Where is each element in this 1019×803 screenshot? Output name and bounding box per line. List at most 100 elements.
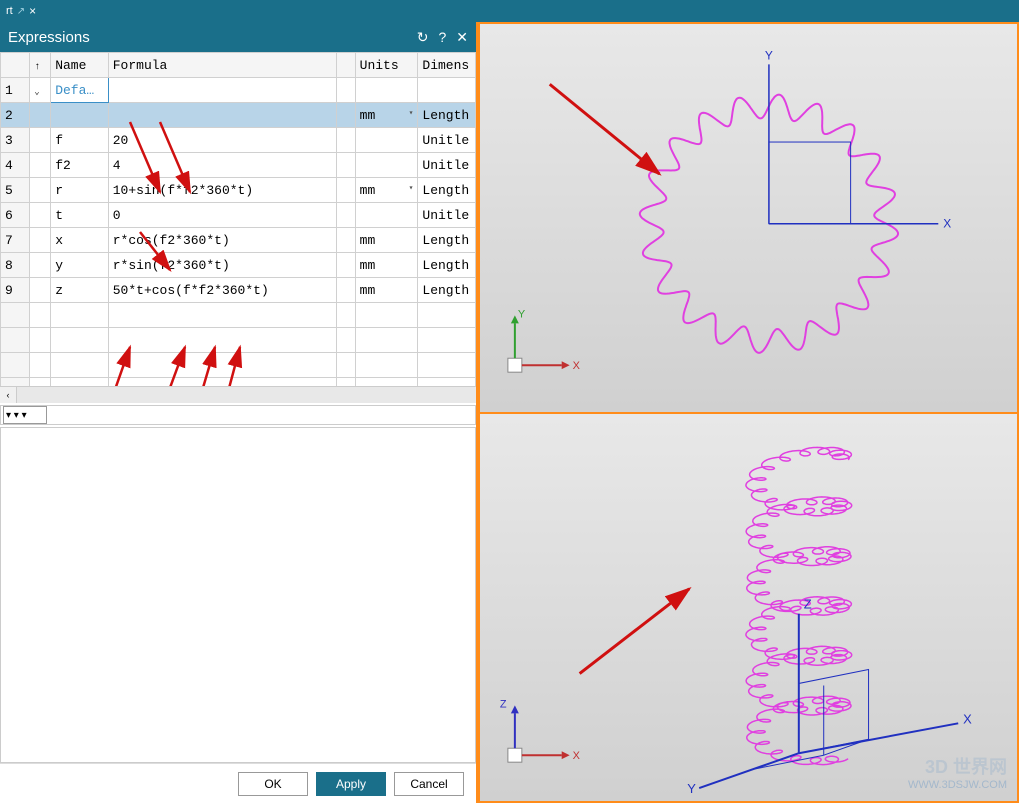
svg-text:X: X bbox=[943, 217, 951, 231]
table-row-empty[interactable] bbox=[1, 378, 476, 387]
cancel-button[interactable]: Cancel bbox=[394, 772, 464, 796]
scroll-left-icon[interactable]: ‹ bbox=[0, 387, 17, 403]
cell-dimens[interactable]: Length bbox=[418, 228, 476, 253]
filter-bar: ▾ ▾ ▾ bbox=[0, 405, 476, 425]
tree-toggle[interactable] bbox=[30, 278, 51, 303]
tree-toggle[interactable] bbox=[30, 103, 51, 128]
tab-pin-icon[interactable]: ↗ bbox=[17, 6, 25, 17]
svg-text:Y: Y bbox=[687, 781, 696, 796]
cell-name[interactable]: z bbox=[51, 278, 109, 303]
cell-name[interactable]: Defa… bbox=[51, 78, 109, 103]
panel-title: Expressions bbox=[8, 29, 90, 46]
expressions-grid[interactable]: ↑ Name Formula Units Dimens 1⌄Defa…2mm▾L… bbox=[0, 52, 476, 386]
cell-dimens[interactable]: Unitle bbox=[418, 128, 476, 153]
cell-units[interactable]: mm bbox=[355, 278, 418, 303]
help-icon[interactable]: ? bbox=[438, 29, 446, 46]
header-units[interactable]: Units bbox=[355, 53, 418, 78]
table-row[interactable]: 6t0 Unitle bbox=[1, 203, 476, 228]
document-tab[interactable]: rt ↗ × bbox=[2, 4, 40, 18]
cell-name[interactable] bbox=[51, 103, 109, 128]
tree-toggle[interactable] bbox=[30, 128, 51, 153]
tree-toggle[interactable] bbox=[30, 178, 51, 203]
row-number: 9 bbox=[1, 278, 30, 303]
header-name[interactable]: Name bbox=[51, 53, 109, 78]
cell-name[interactable]: y bbox=[51, 253, 109, 278]
tab-text: rt bbox=[6, 5, 13, 17]
header-dimens[interactable]: Dimens bbox=[418, 53, 476, 78]
cell-formula[interactable]: 4 bbox=[108, 153, 336, 178]
row-number: 4 bbox=[1, 153, 30, 178]
tree-toggle[interactable]: ⌄ bbox=[30, 78, 51, 103]
tab-close-icon[interactable]: × bbox=[29, 4, 36, 18]
table-row[interactable]: 1⌄Defa… bbox=[1, 78, 476, 103]
row-number: 5 bbox=[1, 178, 30, 203]
cell-formula[interactable]: r*sin(f2*360*t) bbox=[108, 253, 336, 278]
table-row[interactable]: 9z50*t+cos(f*f2*360*t) mmLength bbox=[1, 278, 476, 303]
cell-dimens[interactable]: Length bbox=[418, 253, 476, 278]
table-row[interactable]: 4f24Unitle bbox=[1, 153, 476, 178]
cell-name[interactable]: t bbox=[51, 203, 109, 228]
row-number: 6 bbox=[1, 203, 30, 228]
cell-units[interactable]: mm bbox=[355, 253, 418, 278]
row-number: 1 bbox=[1, 78, 30, 103]
apply-button[interactable]: Apply bbox=[316, 772, 386, 796]
table-row-empty[interactable] bbox=[1, 353, 476, 378]
svg-text:Y: Y bbox=[518, 308, 526, 320]
cell-units[interactable]: mm▾ bbox=[355, 178, 418, 203]
table-row[interactable]: 3f20 Unitle bbox=[1, 128, 476, 153]
cell-units[interactable]: mm▾ bbox=[355, 103, 418, 128]
panel-header: Expressions ↻ ? ✕ bbox=[0, 22, 476, 52]
cell-units[interactable] bbox=[355, 153, 418, 178]
cell-formula[interactable]: 10+sin(f*f2*360*t) bbox=[108, 178, 336, 203]
cell-units[interactable] bbox=[355, 128, 418, 153]
table-row[interactable]: 8yr*sin(f2*360*t) mmLength bbox=[1, 253, 476, 278]
tree-toggle[interactable] bbox=[30, 228, 51, 253]
cell-name[interactable]: f2 bbox=[51, 153, 109, 178]
cell-name[interactable]: r bbox=[51, 178, 109, 203]
horizontal-scrollbar[interactable]: ‹ bbox=[0, 386, 476, 403]
table-row[interactable]: 2mm▾Length bbox=[1, 103, 476, 128]
tab-bar: rt ↗ × bbox=[0, 0, 1019, 22]
cell-units[interactable] bbox=[355, 203, 418, 228]
cell-formula[interactable]: r*cos(f2*360*t) bbox=[108, 228, 336, 253]
sort-icon[interactable]: ↑ bbox=[34, 62, 40, 73]
formula-editor[interactable] bbox=[0, 427, 476, 763]
svg-text:Z: Z bbox=[500, 698, 507, 710]
cell-dimens[interactable] bbox=[418, 78, 476, 103]
table-row[interactable]: 7xr*cos(f2*360*t)mmLength bbox=[1, 228, 476, 253]
cell-dimens[interactable]: Unitle bbox=[418, 203, 476, 228]
table-row-empty[interactable] bbox=[1, 303, 476, 328]
table-row-empty[interactable] bbox=[1, 328, 476, 353]
cell-dimens[interactable]: Unitle bbox=[418, 153, 476, 178]
table-row[interactable]: 5r10+sin(f*f2*360*t) mm▾Length bbox=[1, 178, 476, 203]
cell-units[interactable] bbox=[355, 78, 418, 103]
refresh-icon[interactable]: ↻ bbox=[417, 29, 429, 46]
cell-name[interactable]: f bbox=[51, 128, 109, 153]
tree-toggle[interactable] bbox=[30, 203, 51, 228]
expressions-panel: Expressions ↻ ? ✕ ↑ Name Formula Units bbox=[0, 22, 478, 803]
row-number: 8 bbox=[1, 253, 30, 278]
cell-dimens[interactable]: Length bbox=[418, 278, 476, 303]
tree-toggle[interactable] bbox=[30, 153, 51, 178]
ok-button[interactable]: OK bbox=[238, 772, 308, 796]
header-formula[interactable]: Formula bbox=[108, 53, 336, 78]
chevron-down-icon[interactable]: ▾ bbox=[409, 108, 414, 118]
cell-units[interactable]: mm bbox=[355, 228, 418, 253]
row-number: 3 bbox=[1, 128, 30, 153]
cell-formula[interactable] bbox=[108, 103, 336, 128]
viewport-top[interactable]: XYXY bbox=[478, 22, 1019, 413]
watermark: 3D 世界网 WWW.3DSJW.COM bbox=[908, 753, 1007, 791]
svg-text:X: X bbox=[573, 750, 581, 762]
cell-name[interactable]: x bbox=[51, 228, 109, 253]
cell-formula[interactable]: 20 bbox=[108, 128, 336, 153]
cell-dimens[interactable]: Length bbox=[418, 178, 476, 203]
filter-combo[interactable]: ▾ ▾ ▾ bbox=[3, 406, 47, 424]
viewport-bottom[interactable]: XYZXZ 3D 世界网 WWW.3DSJW.COM bbox=[478, 413, 1019, 803]
tree-toggle[interactable] bbox=[30, 253, 51, 278]
cell-formula[interactable]: 50*t+cos(f*f2*360*t) bbox=[108, 278, 336, 303]
close-icon[interactable]: ✕ bbox=[456, 29, 468, 46]
chevron-down-icon[interactable]: ▾ bbox=[409, 183, 414, 193]
cell-dimens[interactable]: Length bbox=[418, 103, 476, 128]
cell-formula[interactable] bbox=[108, 78, 336, 103]
cell-formula[interactable]: 0 bbox=[108, 203, 336, 228]
